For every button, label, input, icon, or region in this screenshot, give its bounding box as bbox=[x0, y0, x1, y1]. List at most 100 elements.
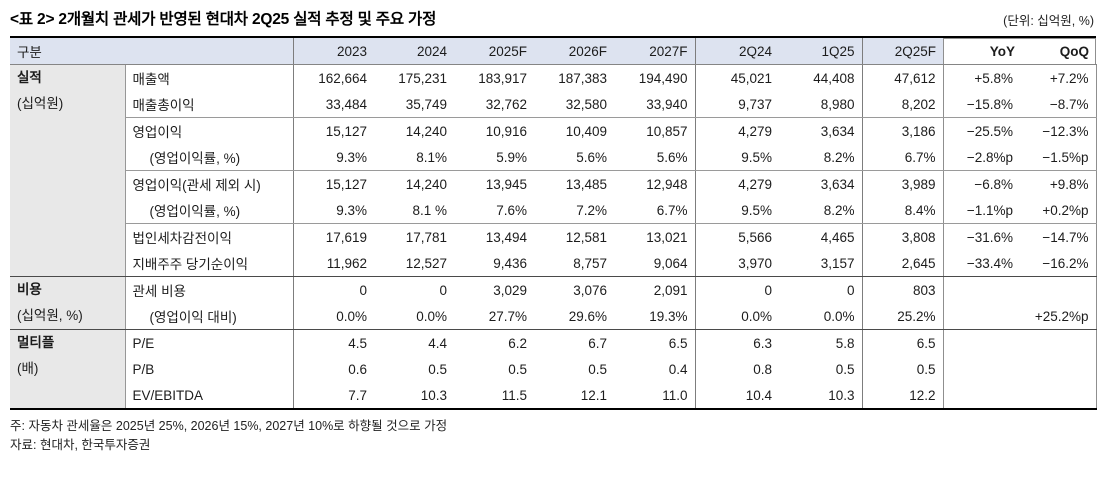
unit-note: (단위: 십억원, %) bbox=[1003, 14, 1094, 28]
row-label: 법인세차감전이익 bbox=[124, 223, 293, 250]
table-row: 법인세차감전이익 17,619 17,781 13,494 12,581 13,021 5,… bbox=[10, 223, 1097, 250]
value-cell: 0.5 bbox=[508, 361, 527, 377]
report-page: <표 2> 2개월치 관세가 반영된 현대차 2Q25 실적 추정 및 주요 가… bbox=[10, 11, 1097, 455]
value-cell: 4.5 bbox=[292, 329, 374, 356]
table-title: <표 2> 2개월치 관세가 반영된 현대차 2Q25 실적 추정 및 주요 가… bbox=[10, 11, 437, 28]
group-unit: (십억원) bbox=[17, 96, 64, 111]
value-cell: −2.8%p bbox=[942, 144, 1020, 171]
col-header-YoY: YoY bbox=[989, 44, 1015, 59]
footnote-assumption: 주: 자동차 관세율은 2025년 25%, 2026년 15%, 2027년 … bbox=[10, 419, 448, 433]
row-label: 관세 비용 bbox=[124, 276, 293, 303]
value-cell: 15,127 bbox=[292, 170, 374, 197]
value-cell: 6.7% bbox=[861, 144, 943, 171]
value-cell: 5.8 bbox=[835, 335, 855, 351]
value-cell: 13,494 bbox=[485, 229, 527, 245]
value-cell: 13,485 bbox=[565, 176, 607, 192]
value-cell: +7.2% bbox=[1020, 64, 1097, 91]
value-cell: 0.6 bbox=[292, 356, 374, 382]
value-cell: 0.0% bbox=[779, 303, 862, 330]
value-cell: 3,634 bbox=[820, 123, 855, 139]
value-cell: 183,917 bbox=[478, 70, 527, 86]
value-cell: 15,127 bbox=[292, 117, 374, 144]
value-cell: 5.9% bbox=[454, 144, 534, 171]
header-row: 구분 2023 2024 2025F 2026F 2027F 2Q24 1Q25 2Q25F Yo… bbox=[10, 37, 1096, 65]
value-cell: 29.6% bbox=[534, 303, 614, 330]
value-cell: 45,021 bbox=[694, 64, 779, 91]
table-row: 멀티플 (배) P/E 4.5 4.4 6.2 6.7 6.5 6.3 5.8 6.5 bbox=[10, 329, 1097, 410]
table-body: 실적 (십억원) 매출액 162,664 175,231 183,917 187,383 19… bbox=[10, 64, 1097, 410]
row-label: 지배주주 당기순이익 bbox=[124, 250, 293, 277]
value-cell: 8.1% bbox=[374, 144, 454, 171]
value-cell bbox=[1020, 356, 1097, 382]
footnotes: 주: 자동차 관세율은 2025년 25%, 2026년 15%, 2027년 … bbox=[10, 417, 1096, 455]
group-header-multiples: 멀티플 (배) bbox=[10, 329, 126, 410]
value-cell: 8.2% bbox=[779, 144, 862, 171]
value-cell: 27.7% bbox=[454, 303, 534, 330]
value-cell: 8,980 bbox=[779, 91, 862, 118]
value-cell: 0.5 bbox=[835, 361, 855, 377]
col-header-change-group: YoY QoQ bbox=[943, 37, 1096, 65]
value-cell: 3,989 bbox=[861, 170, 943, 197]
value-cell: 0 bbox=[292, 276, 374, 303]
value-cell: 44,408 bbox=[813, 70, 855, 86]
value-cell: −12.3% bbox=[1020, 117, 1097, 144]
value-cell: 8.2% bbox=[779, 197, 862, 224]
row-label: EV/EBITDA bbox=[124, 382, 293, 409]
value-cell: 33,484 bbox=[292, 91, 374, 118]
col-header-QoQ: QoQ bbox=[1059, 44, 1089, 59]
group-unit: (배) bbox=[17, 361, 39, 376]
row-label: (영업이익률, %) bbox=[124, 144, 293, 171]
table-row: P/B 0.6 0.5 0.5 0.5 0.4 0.8 0.5 0.5 bbox=[10, 356, 1097, 382]
value-cell: 0.4 bbox=[668, 361, 688, 377]
row-label: 매출액 bbox=[124, 64, 293, 91]
value-cell: 6.5 bbox=[861, 329, 943, 356]
earnings-estimate-table: 구분 2023 2024 2025F 2026F 2027F 2Q24 1Q25 2Q25F Yo… bbox=[10, 36, 1097, 410]
value-cell: −14.7% bbox=[1020, 223, 1097, 250]
value-cell: 162,664 bbox=[292, 64, 374, 91]
value-cell: 5.6% bbox=[534, 144, 614, 171]
row-label: (영업이익 대비) bbox=[124, 303, 293, 330]
value-cell bbox=[1020, 276, 1097, 303]
col-header-2Q25F: 2Q25F bbox=[861, 37, 943, 65]
table-row: (영업이익률, %) 9.3% 8.1 % 7.6% 7.2% 6.7% 9.5% 8.2% 8… bbox=[10, 197, 1097, 224]
table-row: 영업이익(관세 제외 시) 15,127 14,240 13,945 13,485 12,… bbox=[10, 170, 1097, 197]
value-cell: 0.0% bbox=[374, 303, 454, 330]
value-cell: 7.2% bbox=[534, 197, 614, 224]
value-cell: 12,527 bbox=[374, 250, 454, 277]
value-cell: 0.0% bbox=[694, 303, 779, 330]
value-cell bbox=[942, 303, 1020, 330]
group-header-results: 실적 (십억원) bbox=[10, 64, 126, 277]
row-label: 매출총이익 bbox=[124, 91, 293, 118]
value-cell: 12.1 bbox=[580, 387, 607, 403]
value-cell: +0.2%p bbox=[1020, 197, 1097, 224]
value-cell: 25.2% bbox=[861, 303, 943, 330]
value-cell: −31.6% bbox=[942, 223, 1020, 250]
table-row: (영업이익 대비) 0.0% 0.0% 27.7% 29.6% 19.3% 0.0% 0.0%… bbox=[10, 303, 1097, 330]
table-row: EV/EBITDA 7.7 10.3 11.5 12.1 11.0 10.4 10.3 12.2 bbox=[10, 382, 1097, 409]
value-cell: 6.7 bbox=[588, 335, 607, 351]
value-cell: 8,757 bbox=[534, 250, 614, 277]
value-cell: 9,064 bbox=[614, 250, 695, 277]
value-cell: 2,091 bbox=[653, 282, 688, 298]
col-header-2023: 2023 bbox=[292, 37, 374, 65]
value-cell: −6.8% bbox=[942, 170, 1020, 197]
value-cell: 10.3 bbox=[420, 387, 447, 403]
value-cell: 17,781 bbox=[405, 229, 447, 245]
group-name: 비용 bbox=[17, 282, 42, 297]
value-cell: 4,279 bbox=[694, 170, 779, 197]
value-cell: 11.0 bbox=[662, 387, 688, 403]
value-cell: 3,970 bbox=[694, 250, 779, 277]
value-cell: 8.1 % bbox=[374, 197, 454, 224]
value-cell: 175,231 bbox=[398, 70, 447, 86]
value-cell: 3,029 bbox=[493, 282, 527, 298]
table-row: 매출총이익 33,484 35,749 32,762 32,580 33,940 9,737… bbox=[10, 91, 1097, 118]
value-cell: 3,157 bbox=[779, 250, 862, 277]
value-cell: 0 bbox=[439, 282, 447, 298]
value-cell: 187,383 bbox=[558, 70, 607, 86]
value-cell: 0.0% bbox=[292, 303, 374, 330]
value-cell: 9,436 bbox=[454, 250, 534, 277]
value-cell: 0 bbox=[846, 282, 855, 298]
value-cell: 17,619 bbox=[292, 223, 374, 250]
value-cell: 10.3 bbox=[828, 387, 855, 403]
col-header-category: 구분 bbox=[10, 37, 293, 65]
